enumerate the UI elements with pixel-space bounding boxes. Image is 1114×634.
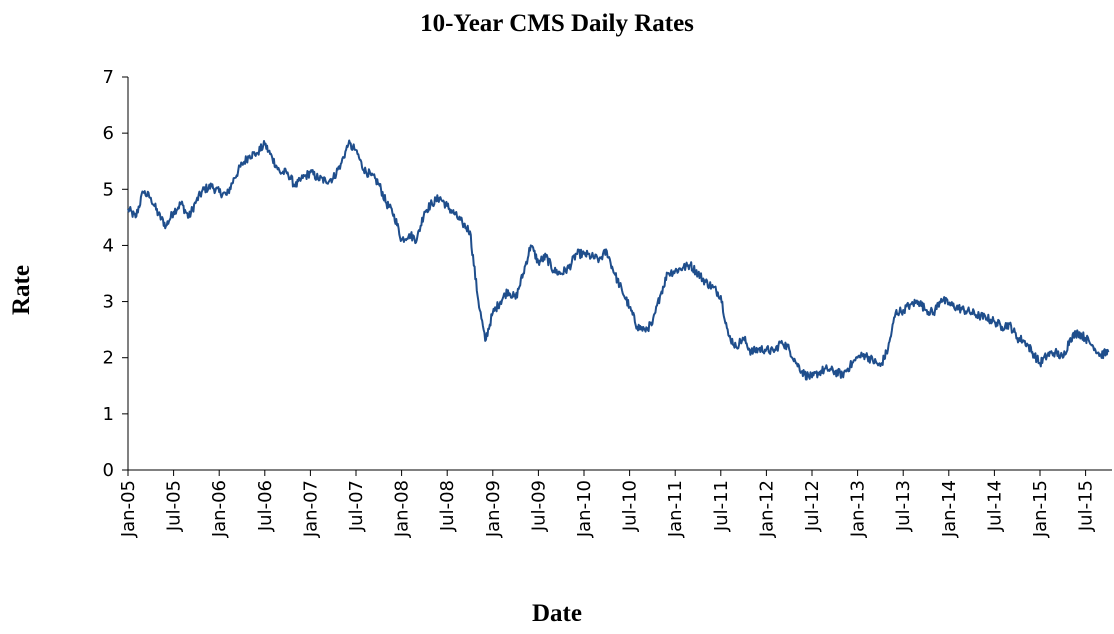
x-tick-label: Jul-10 <box>620 480 641 532</box>
chart-title: 10-Year CMS Daily Rates <box>420 10 694 37</box>
x-tick-label: Jan-13 <box>848 480 869 538</box>
series-line <box>127 139 1110 381</box>
x-tick-label: Jul-09 <box>528 480 549 532</box>
x-tick-label: Jul-05 <box>164 480 185 532</box>
x-tick-label: Jul-12 <box>802 480 823 532</box>
x-axis-label: Date <box>532 600 582 627</box>
y-tick-label: 7 <box>103 67 114 88</box>
x-tick-label: Jul-07 <box>346 480 367 532</box>
x-tick-label: Jan-11 <box>665 480 686 538</box>
y-tick-label: 4 <box>103 235 114 256</box>
x-tick-label: Jan-10 <box>574 480 595 538</box>
x-tick-label: Jul-15 <box>1076 480 1097 532</box>
y-tick-label: 2 <box>103 348 114 369</box>
x-tick-label: Jan-12 <box>756 480 777 538</box>
y-tick-label: 5 <box>103 179 114 200</box>
y-tick-label: 1 <box>103 404 114 425</box>
x-tick-label: Jul-13 <box>893 480 914 532</box>
y-tick-label: 6 <box>103 123 114 144</box>
x-tick-label: Jul-11 <box>711 480 732 532</box>
x-tick-label: Jul-14 <box>984 480 1005 532</box>
x-tick-label: Jan-07 <box>300 480 321 538</box>
x-tick-label: Jan-14 <box>939 480 960 538</box>
x-tick-label: Jan-08 <box>392 480 413 538</box>
x-tick-label: Jul-08 <box>437 480 458 532</box>
x-tick-label: Jan-09 <box>483 480 504 538</box>
y-tick-label: 0 <box>103 460 114 481</box>
x-tick-label: Jan-05 <box>118 480 139 538</box>
x-tick-label: Jan-15 <box>1030 480 1051 538</box>
x-tick-label: Jan-06 <box>209 480 230 538</box>
y-tick-label: 3 <box>103 292 114 313</box>
x-tick-label: Jul-06 <box>255 480 276 532</box>
